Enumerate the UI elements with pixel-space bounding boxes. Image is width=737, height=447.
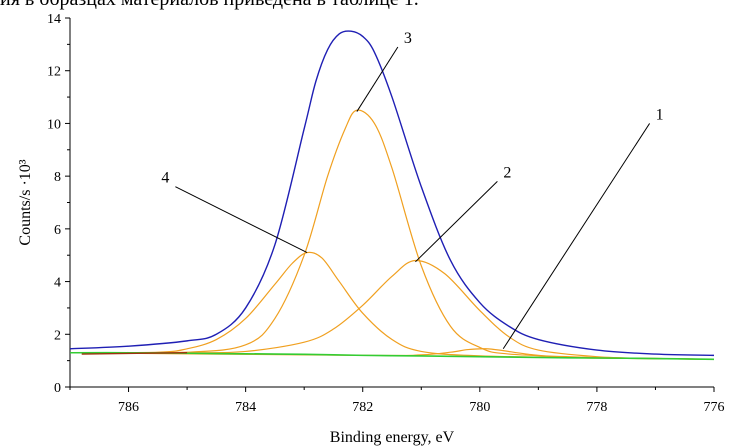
peak-label-2: 2 [503,164,511,181]
x-tick-label: 780 [469,400,490,415]
peak-label-3: 3 [404,30,412,47]
caption-text-fragment: ия в образцах материалов приведена в таб… [0,0,737,10]
peak-leader-line-3 [356,46,399,112]
annotation-layer: 1 2 3 4 [161,30,664,350]
peak-leader-line-2 [415,181,498,263]
y-tick-label: 8 [54,170,61,185]
y-tick-label: 10 [47,117,61,132]
y-tick-label: 12 [47,65,61,80]
peak-leader-line-4 [175,186,308,254]
x-tick-label: 776 [704,400,725,415]
y-axis-title: Counts/s ·10³ [17,159,34,245]
series-layer [69,30,715,361]
series-line-component-2 [69,259,715,360]
series-line-envelope [69,30,715,357]
peak-leader-line-1 [502,123,651,350]
series-line-component-3 [69,109,715,360]
peak-label-1: 1 [656,106,664,123]
y-tick-label: 14 [47,12,61,27]
x-axis-title: Binding energy, eV [330,429,455,446]
y-tick-label: 0 [54,381,61,396]
y-tick-label: 2 [54,328,61,343]
x-tick-label: 786 [118,400,139,415]
x-tick-label: 784 [235,400,256,415]
x-tick-label: 782 [352,400,373,415]
y-tick-label: 6 [54,223,61,238]
series-line-measured-baseline [81,352,188,355]
x-tick-label: 778 [586,400,607,415]
peak-label-4: 4 [161,170,169,187]
series-line-background [69,351,715,361]
y-tick-label: 4 [54,276,61,291]
